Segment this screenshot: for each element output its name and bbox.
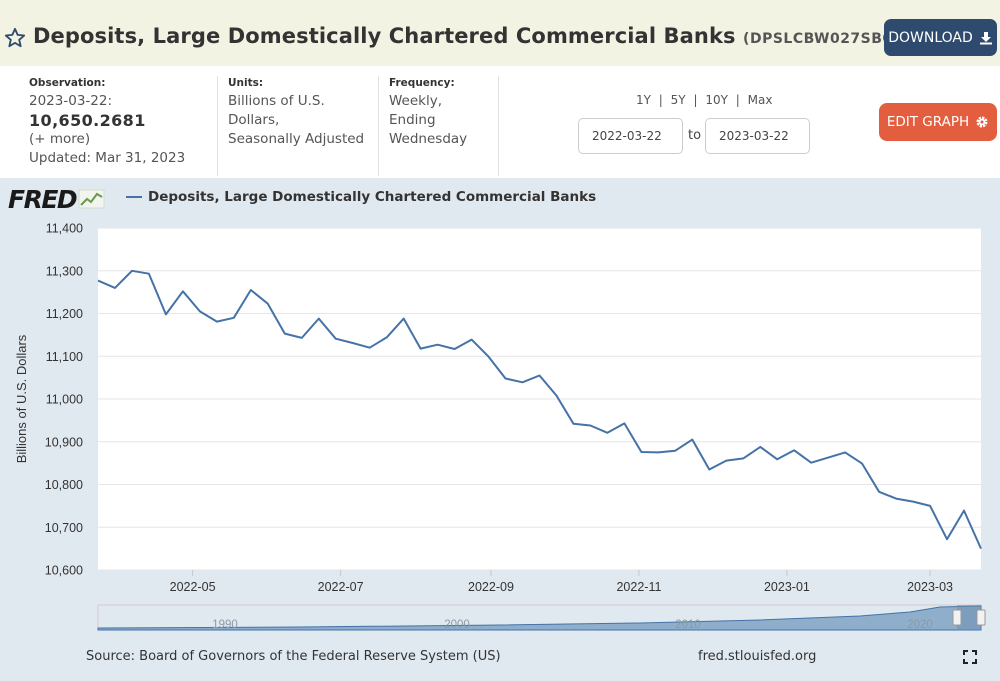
range-1y-button[interactable]: 1Y bbox=[636, 93, 651, 107]
observation-value: 10,650.2681 bbox=[29, 111, 146, 130]
units-line: Dollars, bbox=[228, 112, 280, 128]
start-date-input[interactable]: 2022-03-22 bbox=[578, 118, 683, 154]
fred-logo: FRED bbox=[8, 184, 106, 214]
updated-date: Updated: Mar 31, 2023 bbox=[29, 150, 186, 166]
gear-icon bbox=[976, 116, 988, 128]
range-navigator[interactable]: 1990 2000 2010 2020 bbox=[97, 604, 986, 631]
x-axis-ticks: 2022-05 2022-07 2022-09 2022-11 2023-01 2023-… bbox=[170, 570, 953, 594]
x-tick-label: 2022-05 bbox=[170, 580, 216, 594]
y-tick-label: 10,900 bbox=[45, 435, 83, 449]
divider bbox=[378, 76, 379, 176]
x-tick-label: 2022-07 bbox=[318, 580, 364, 594]
units-line: Billions of U.S. bbox=[228, 93, 325, 109]
y-axis-label: Billions of U.S. Dollars bbox=[14, 334, 29, 463]
units-block: Units: Billions of U.S. Dollars, Seasona… bbox=[228, 76, 364, 149]
series-line[interactable] bbox=[97, 269, 982, 550]
range-10y-button[interactable]: 10Y bbox=[705, 93, 728, 107]
divider bbox=[217, 76, 218, 176]
navigator-handle[interactable] bbox=[976, 609, 986, 626]
observation-label: Observation: bbox=[29, 77, 106, 89]
title-bar bbox=[0, 0, 1000, 66]
fred-logo-text: FRED bbox=[8, 184, 78, 214]
series-id: (DPSLCBW027SBOG) bbox=[743, 31, 914, 47]
navigator-tick-label: 1990 bbox=[212, 619, 238, 631]
end-date-input[interactable]: 2023-03-22 bbox=[705, 118, 810, 154]
download-icon bbox=[979, 31, 992, 44]
metadata-panel bbox=[0, 66, 1000, 178]
range-separator: | bbox=[735, 93, 740, 107]
range-5y-button[interactable]: 5Y bbox=[670, 93, 686, 107]
y-tick-label: 11,200 bbox=[46, 307, 83, 321]
y-tick-label: 10,700 bbox=[45, 521, 83, 535]
navigator-tick-label: 2020 bbox=[907, 619, 933, 631]
observation-block: Observation: 2023-03-22: 10,650.2681 (+ … bbox=[29, 76, 185, 168]
x-tick-label: 2022-11 bbox=[616, 580, 661, 594]
y-tick-label: 11,000 bbox=[46, 393, 83, 407]
range-selector: 1Y | 5Y | 10Y | Max bbox=[636, 93, 772, 107]
source-text: Source: Board of Governors of the Federa… bbox=[86, 649, 501, 664]
divider bbox=[498, 76, 499, 176]
download-button[interactable]: DOWNLOAD bbox=[884, 19, 997, 56]
x-tick-label: 2023-01 bbox=[764, 580, 810, 594]
x-tick-label: 2023-03 bbox=[907, 580, 953, 594]
range-separator: | bbox=[693, 93, 698, 107]
legend-label: Deposits, Large Domestically Chartered C… bbox=[148, 189, 597, 205]
to-label: to bbox=[688, 128, 702, 143]
range-max-button[interactable]: Max bbox=[747, 93, 773, 107]
edit-graph-button[interactable]: EDIT GRAPH bbox=[879, 103, 997, 141]
site-link[interactable]: fred.stlouisfed.org bbox=[698, 649, 817, 664]
fullscreen-icon[interactable] bbox=[963, 650, 977, 664]
observation-date: 2023-03-22: bbox=[29, 93, 113, 109]
frequency-label: Frequency: bbox=[389, 77, 455, 89]
trend-icon bbox=[78, 189, 105, 209]
page-title: Deposits, Large Domestically Chartered C… bbox=[33, 24, 914, 48]
download-button-label: DOWNLOAD bbox=[888, 29, 973, 46]
frequency-line: Weekly, bbox=[389, 93, 443, 109]
range-separator: | bbox=[658, 93, 663, 107]
series-title: Deposits, Large Domestically Chartered C… bbox=[33, 24, 736, 48]
y-tick-label: 11,100 bbox=[46, 350, 83, 364]
grid-lines bbox=[98, 227, 981, 571]
frequency-line: Wednesday bbox=[389, 131, 468, 147]
navigator-handle[interactable] bbox=[952, 609, 962, 626]
chart-svg[interactable]: 10,600 10,700 10,800 10,900 11,000 11,100 11,2… bbox=[0, 178, 1000, 648]
y-tick-label: 11,300 bbox=[46, 264, 83, 278]
edit-graph-label: EDIT GRAPH bbox=[886, 114, 970, 130]
units-line: Seasonally Adjusted bbox=[228, 131, 365, 147]
legend-line-swatch bbox=[126, 196, 142, 198]
frequency-block: Frequency: Weekly, Ending Wednesday bbox=[389, 76, 467, 149]
y-tick-label: 11,400 bbox=[46, 222, 83, 236]
x-tick-label: 2022-09 bbox=[468, 580, 514, 594]
frequency-line: Ending bbox=[389, 112, 436, 128]
navigator-tick-label: 2010 bbox=[675, 619, 701, 631]
observation-more-link[interactable]: (+ more) bbox=[29, 131, 91, 147]
units-label: Units: bbox=[228, 77, 264, 89]
y-axis-ticks: 10,600 10,700 10,800 10,900 11,000 11,100 11,2… bbox=[45, 222, 83, 578]
navigator-tick-label: 2000 bbox=[444, 619, 470, 631]
chart-legend[interactable]: Deposits, Large Domestically Chartered C… bbox=[126, 189, 596, 205]
star-outline-icon[interactable] bbox=[4, 27, 26, 49]
y-tick-label: 10,600 bbox=[45, 564, 83, 578]
y-tick-label: 10,800 bbox=[45, 478, 83, 492]
